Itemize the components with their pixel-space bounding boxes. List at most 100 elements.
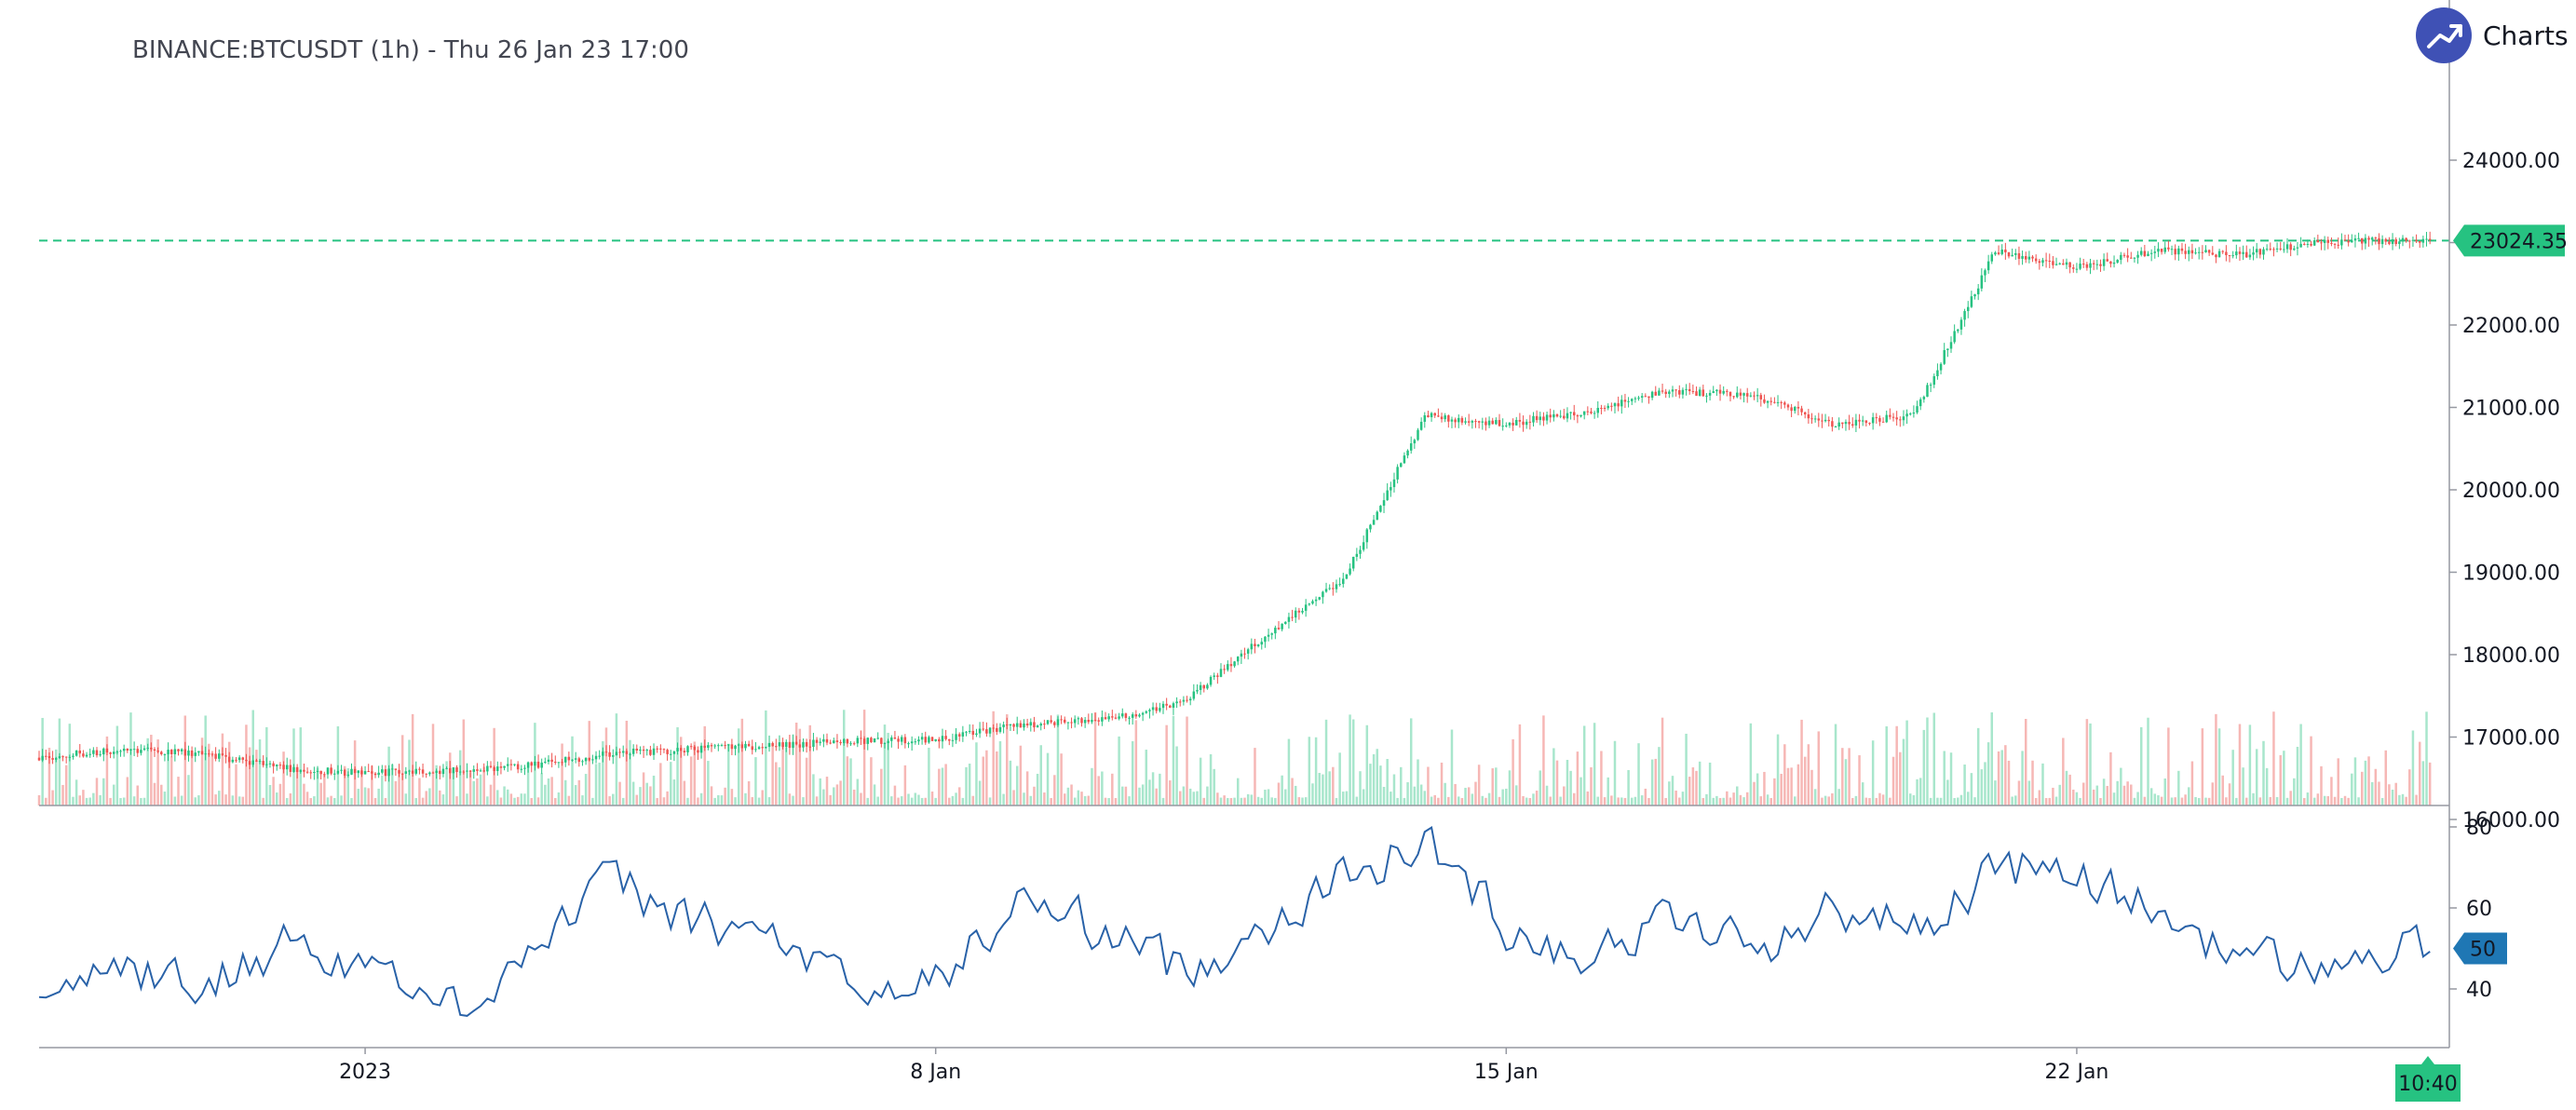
candle-body (1070, 722, 1073, 724)
volume-bar (68, 724, 72, 805)
candle-body (1953, 331, 1956, 343)
candle-body (1532, 415, 1535, 423)
volume-bar (1409, 718, 1413, 805)
volume-bar (2333, 796, 2337, 805)
volume-bar (1654, 758, 1658, 805)
volume-bar (996, 751, 998, 805)
volume-bar (305, 792, 309, 805)
volume-bar (968, 764, 971, 805)
candle-body (1980, 275, 1984, 289)
candle-body (1474, 421, 1477, 423)
candle-body (126, 748, 129, 751)
volume-bar (119, 797, 122, 805)
volume-bar (1291, 778, 1294, 805)
candle-body (272, 763, 275, 766)
volume-bar (486, 796, 489, 805)
volume-bar (1943, 751, 1946, 805)
volume-bar (390, 764, 394, 805)
candle-body (1813, 418, 1817, 420)
candle-body (890, 737, 893, 741)
volume-bar (1922, 729, 1926, 805)
candle-body (1555, 413, 1559, 417)
candle-body (819, 741, 821, 743)
volume-bar (1243, 797, 1246, 805)
volume-bar (1427, 766, 1430, 805)
volume-bar (670, 762, 672, 805)
volume-bar (1726, 791, 1729, 805)
volume-bar (1630, 797, 1634, 805)
volume-bar (1274, 797, 1277, 805)
volume-bar (1528, 797, 1532, 805)
candle-body (482, 770, 485, 772)
candle-body (635, 748, 639, 751)
volume-bar (930, 791, 934, 805)
time-cursor-label: 10:40 (2398, 1073, 2457, 1096)
volume-bar (51, 790, 54, 805)
brand-badge[interactable]: Charts p (2416, 7, 2576, 63)
candle-body (1009, 724, 1012, 726)
volume-bar (802, 797, 805, 805)
volume-bar (1861, 782, 1864, 805)
volume-bar (1417, 759, 1419, 805)
candle-body (1392, 479, 1396, 488)
volume-bar (1525, 797, 1528, 805)
candle-body (686, 746, 689, 752)
volume-bar (384, 797, 387, 805)
volume-bar (594, 764, 598, 805)
volume-bar (513, 797, 516, 805)
candle-body (2031, 256, 2034, 259)
candle-body (880, 738, 883, 744)
candle-body (1151, 707, 1155, 711)
candle-body (693, 746, 697, 751)
candle-body (309, 772, 312, 774)
volume-bar (910, 797, 914, 805)
candle-body (292, 766, 295, 772)
volume-bar (523, 793, 526, 805)
volume-bar (1501, 789, 1504, 805)
candle-body (2360, 237, 2364, 244)
candle-body (563, 756, 567, 763)
candle-body (2415, 239, 2418, 241)
volume-bar (1091, 767, 1093, 805)
volume-bar (1392, 774, 1396, 805)
candle-body (798, 744, 802, 748)
candle-body (1654, 391, 1658, 396)
volume-bar (1365, 724, 1369, 805)
candle-body (1440, 416, 1444, 420)
volume-bar (2310, 736, 2312, 805)
candle-body (1471, 421, 1474, 423)
candle-body (112, 751, 115, 754)
volume-bar (2099, 797, 2102, 805)
candle-body (2391, 238, 2394, 244)
candle-body (870, 738, 873, 743)
volume-bar (1161, 797, 1165, 805)
volume-bar (1851, 797, 1854, 805)
candle-body (1274, 628, 1277, 634)
volume-bar (1093, 711, 1097, 805)
volume-bar (737, 728, 740, 805)
candle-body (2044, 260, 2048, 262)
volume-bar (1607, 777, 1609, 805)
candle-body (547, 759, 550, 763)
candle-body (506, 764, 509, 766)
candle-body (2139, 250, 2143, 255)
volume-bar (1012, 790, 1015, 805)
volume-bar (1219, 797, 1223, 805)
volume-bar (602, 741, 604, 805)
candle-body (1111, 716, 1114, 718)
candle-body (400, 773, 404, 775)
volume-bar (1138, 787, 1141, 805)
candle-body (1229, 664, 1233, 667)
candle-body (1827, 419, 1830, 422)
volume-bar (971, 795, 975, 805)
volume-bar (1192, 792, 1196, 805)
candle-body (2217, 250, 2221, 258)
candle-body (802, 741, 805, 748)
volume-bar (282, 751, 285, 805)
candle-body (2024, 256, 2027, 260)
candle-body (1997, 252, 2000, 254)
volume-bar (876, 796, 879, 805)
candle-body (710, 745, 713, 747)
candle-body (720, 745, 724, 747)
candle-body (1800, 408, 1803, 413)
